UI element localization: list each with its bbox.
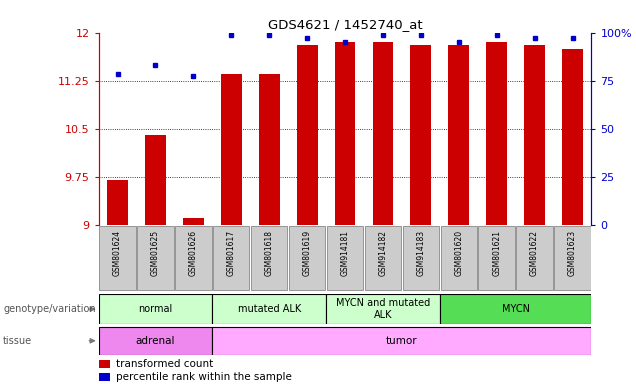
Text: GSM801626: GSM801626	[189, 230, 198, 276]
Bar	[99, 373, 110, 381]
Text: GSM914182: GSM914182	[378, 230, 387, 276]
Bar	[562, 49, 583, 225]
Text: genotype/variation: genotype/variation	[3, 304, 96, 314]
Text: tumor: tumor	[386, 336, 418, 346]
Text: GSM801617: GSM801617	[227, 230, 236, 276]
Bar	[259, 74, 280, 225]
Text: percentile rank within the sample: percentile rank within the sample	[116, 372, 292, 382]
FancyBboxPatch shape	[555, 226, 591, 291]
Text: transformed count: transformed count	[116, 359, 213, 369]
Bar	[440, 295, 591, 324]
Bar	[212, 327, 591, 355]
Text: GSM801624: GSM801624	[113, 230, 122, 276]
Bar	[373, 42, 394, 225]
Bar	[487, 42, 507, 225]
Title: GDS4621 / 1452740_at: GDS4621 / 1452740_at	[268, 18, 422, 31]
Text: GSM914183: GSM914183	[417, 230, 425, 276]
Text: GSM801618: GSM801618	[265, 230, 273, 276]
Text: MYCN and mutated
ALK: MYCN and mutated ALK	[336, 298, 430, 320]
FancyBboxPatch shape	[251, 226, 287, 291]
Text: mutated ALK: mutated ALK	[238, 304, 301, 314]
Text: GSM914181: GSM914181	[340, 230, 350, 276]
FancyBboxPatch shape	[213, 226, 249, 291]
FancyBboxPatch shape	[327, 226, 363, 291]
Text: adrenal: adrenal	[135, 336, 175, 346]
Bar	[326, 295, 440, 324]
FancyBboxPatch shape	[99, 226, 135, 291]
Bar	[183, 218, 204, 225]
FancyBboxPatch shape	[365, 226, 401, 291]
Bar	[335, 42, 356, 225]
Bar	[296, 45, 317, 225]
Text: GSM801625: GSM801625	[151, 230, 160, 276]
Text: normal: normal	[138, 304, 172, 314]
Bar	[410, 45, 431, 225]
FancyBboxPatch shape	[441, 226, 477, 291]
Text: GSM801621: GSM801621	[492, 230, 501, 276]
FancyBboxPatch shape	[516, 226, 553, 291]
FancyBboxPatch shape	[403, 226, 439, 291]
Bar	[221, 74, 242, 225]
Text: tissue: tissue	[3, 336, 32, 346]
Bar	[524, 45, 545, 225]
Bar	[99, 360, 110, 368]
FancyBboxPatch shape	[289, 226, 325, 291]
Bar	[99, 327, 212, 355]
FancyBboxPatch shape	[478, 226, 515, 291]
Text: MYCN: MYCN	[502, 304, 530, 314]
Bar	[212, 295, 326, 324]
Text: GSM801619: GSM801619	[303, 230, 312, 276]
FancyBboxPatch shape	[137, 226, 174, 291]
Bar	[448, 45, 469, 225]
Bar	[145, 135, 166, 225]
Text: GSM801620: GSM801620	[454, 230, 463, 276]
Bar	[99, 295, 212, 324]
FancyBboxPatch shape	[175, 226, 212, 291]
Text: GSM801622: GSM801622	[530, 230, 539, 276]
Bar	[107, 180, 128, 225]
Text: GSM801623: GSM801623	[568, 230, 577, 276]
